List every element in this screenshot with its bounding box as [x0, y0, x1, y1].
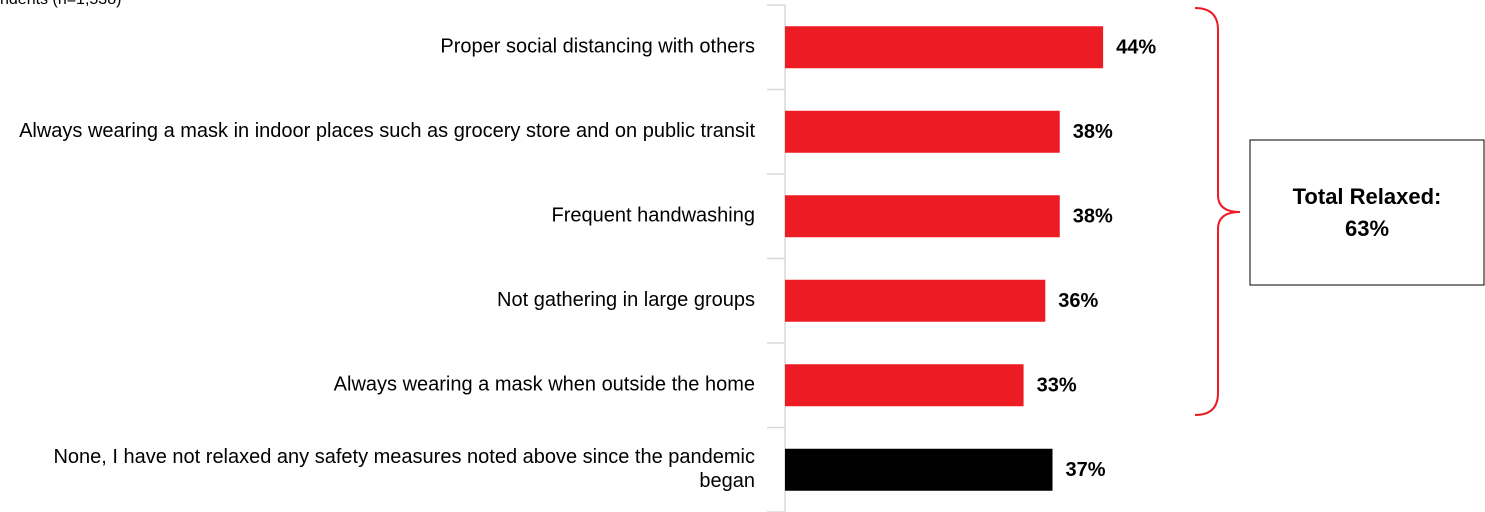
bar [785, 26, 1104, 69]
category-label: Frequent handwashing [552, 205, 755, 227]
bar [785, 364, 1024, 407]
value-label: 33% [1037, 375, 1077, 397]
value-label: 36% [1058, 290, 1098, 312]
category-label: Not gathering in large groups [497, 289, 755, 311]
value-label: 37% [1066, 459, 1106, 481]
category-label: Always wearing a mask when outside the h… [334, 374, 755, 396]
value-label: 38% [1073, 121, 1113, 143]
bar [785, 195, 1060, 238]
category-label: Always wearing a mask in indoor places s… [19, 120, 755, 142]
category-label: None, I have not relaxed any safety meas… [53, 446, 755, 492]
bar [785, 448, 1053, 491]
bracket [1194, 7, 1241, 416]
annotation-title: Total Relaxed: [1293, 184, 1442, 209]
value-label: 38% [1073, 206, 1113, 228]
bar [785, 279, 1046, 322]
bar [785, 110, 1060, 153]
category-label: Proper social distancing with others [440, 36, 755, 58]
value-label: 44% [1116, 37, 1156, 59]
subtitle: ndents (n=1,538) [0, 0, 121, 8]
annotation-box [1249, 139, 1485, 286]
annotation-value: 63% [1345, 216, 1389, 241]
